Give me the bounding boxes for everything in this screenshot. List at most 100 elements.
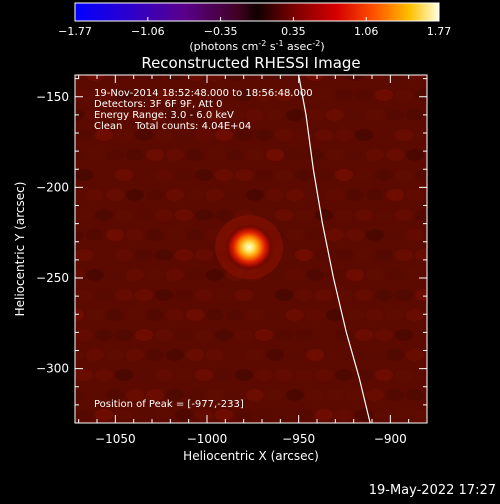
texture-blob [406,269,424,281]
texture-blob [386,109,404,121]
texture-blob [115,89,133,101]
texture-blob [415,289,427,301]
texture-blob [146,389,164,401]
texture-blob [206,149,224,161]
texture-blob [226,109,244,121]
texture-blob [326,269,344,281]
texture-blob [346,109,364,121]
texture-blob [346,309,364,321]
x-tick-label: −900 [374,432,407,446]
texture-blob [415,329,427,341]
texture-blob [395,89,413,101]
texture-blob [95,329,113,341]
texture-blob [415,89,427,101]
y-tick-label: −250 [36,271,69,285]
texture-blob [335,129,353,141]
texture-blob [375,89,393,101]
texture-blob [295,129,313,141]
texture-blob [206,75,224,81]
texture-blob [95,129,113,141]
texture-blob [86,269,104,281]
texture-blob [286,269,304,281]
texture-blob [255,169,273,181]
plot-area [75,75,427,423]
texture-blob [326,189,344,201]
texture-blob [275,89,293,101]
texture-blob [126,109,144,121]
texture-blob [126,75,144,81]
texture-blob [146,189,164,201]
texture-blob [135,89,153,101]
texture-blob [215,169,233,181]
texture-blob [75,389,84,401]
texture-blob [375,209,393,221]
texture-blob [255,289,273,301]
texture-blob [386,309,404,321]
annotations: 19-Nov-2014 18:52:48.000 to 18:56:48.000… [94,88,313,410]
texture-blob [75,149,84,161]
texture-blob [386,389,404,401]
texture-blob [86,349,104,361]
texture-blob [95,289,113,301]
texture-blob [326,389,344,401]
texture-blob [326,109,344,121]
texture-blob [195,209,213,221]
texture-blob [115,249,133,261]
texture-blob [355,329,373,341]
texture-blob [155,249,173,261]
texture-blob [226,189,244,201]
texture-blob [86,389,104,401]
texture-blob [75,129,93,141]
x-tick-label: −1000 [187,432,228,446]
texture-blob [235,289,253,301]
texture-blob [75,75,84,81]
texture-blob [406,75,424,81]
time-range-label: 19-Nov-2014 18:52:48.000 to 18:56:48.000 [94,88,313,99]
texture-blob [355,209,373,221]
texture-blob [266,149,284,161]
texture-blob [75,89,93,101]
texture-blob [95,89,113,101]
texture-blob [366,389,384,401]
axes: −1050 −1000 −950 −900 −150 −200 −250 −300 [36,75,428,446]
texture-blob [86,109,104,121]
texture-blob [175,209,193,221]
texture-blob [75,229,84,241]
texture-blob [126,229,144,241]
texture-blob [415,249,427,261]
texture-blob [335,169,353,181]
texture-blob [186,149,204,161]
texture-blob [146,109,164,121]
texture-blob [386,189,404,201]
texture-blob [75,349,84,361]
texture-blob [315,409,333,421]
colorbar: −1.77 −1.06 −0.35 0.35 1.06 1.77 (photons cm-… [58,2,451,53]
texture-blob [106,349,124,361]
texture-blob [246,75,264,81]
x-tick-label: −950 [282,432,315,446]
texture-blob [215,129,233,141]
texture-blob [126,149,144,161]
texture-blob [355,89,373,101]
texture-blob [275,209,293,221]
texture-blob [155,409,173,421]
texture-blob [175,249,193,261]
texture-blob [415,409,427,421]
texture-blob [166,349,184,361]
texture-blob [346,149,364,161]
texture-blob [186,75,204,81]
texture-blob [75,169,93,181]
texture-blob [255,369,273,381]
texture-blob [406,309,424,321]
peak-source [225,224,274,271]
texture-blob [146,269,164,281]
texture-blob [275,289,293,301]
texture-blob [86,309,104,321]
texture-blob [315,169,333,181]
texture-blob [135,249,153,261]
texture-blob [186,309,204,321]
texture-blob [286,109,304,121]
texture-blob [315,289,333,301]
texture-blob [246,109,264,121]
